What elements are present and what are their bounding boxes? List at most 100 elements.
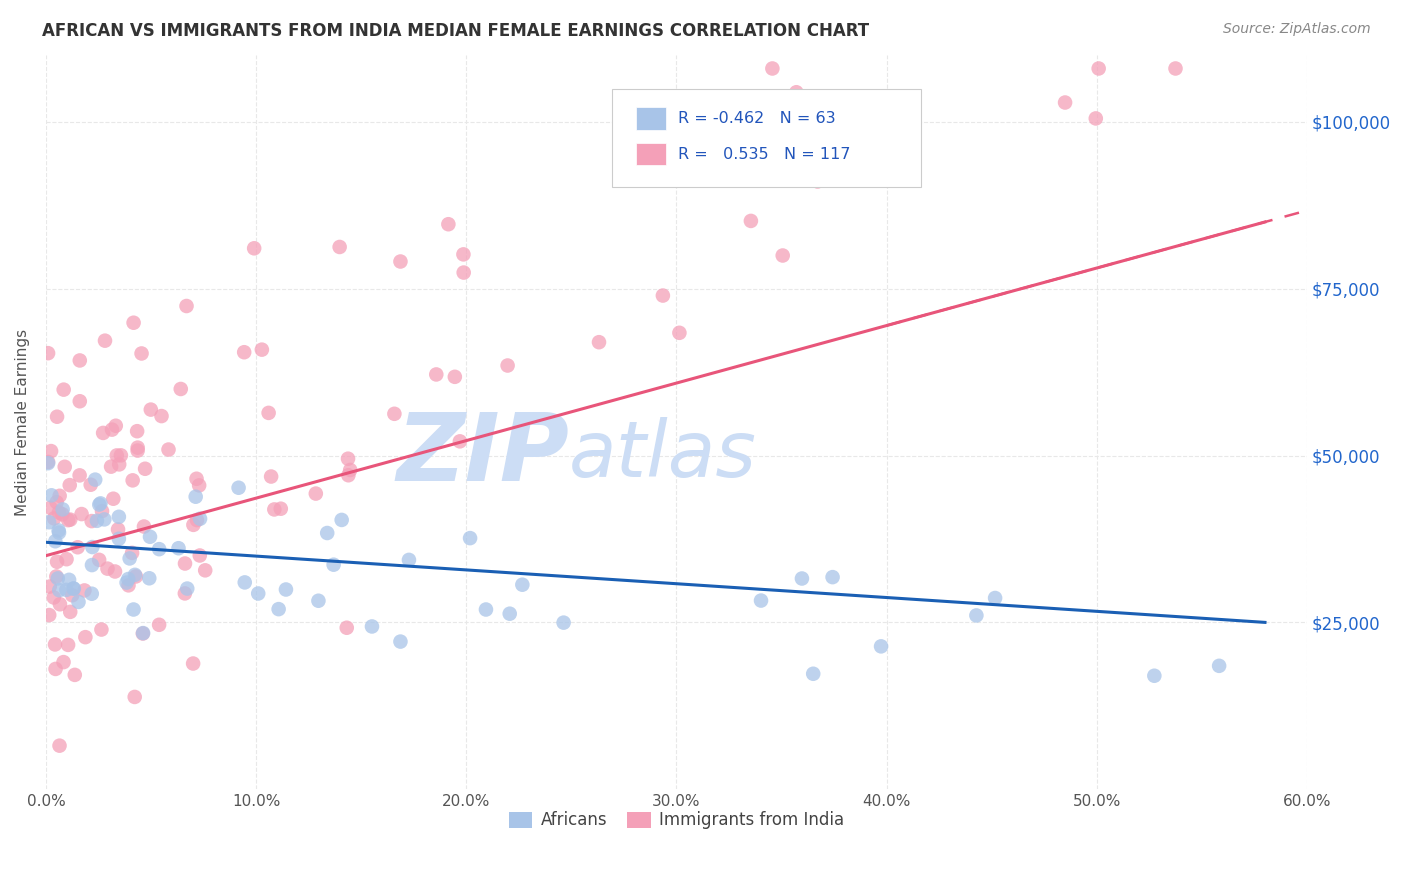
Point <box>499 607 522 621</box>
Point <box>790 572 813 586</box>
Point <box>984 591 1007 605</box>
Point <box>80 477 103 491</box>
Point <box>398 553 420 567</box>
Point <box>122 316 145 330</box>
Point <box>132 626 155 640</box>
Point <box>1164 62 1187 76</box>
Point <box>80 558 103 572</box>
Point <box>39 444 62 458</box>
Point <box>322 558 344 572</box>
Point <box>250 343 273 357</box>
Point <box>45 662 67 676</box>
Point <box>337 451 360 466</box>
Point <box>89 553 111 567</box>
Point <box>801 666 824 681</box>
Point <box>107 522 129 536</box>
Point <box>668 326 690 340</box>
Point <box>233 575 256 590</box>
Point <box>305 486 328 500</box>
Point <box>186 472 208 486</box>
Point <box>329 240 352 254</box>
Point <box>384 407 406 421</box>
Point <box>124 690 146 704</box>
Point <box>496 359 519 373</box>
Point <box>44 511 66 525</box>
Point <box>55 582 77 597</box>
Point <box>1143 669 1166 683</box>
Point <box>51 508 73 522</box>
Point <box>443 369 465 384</box>
Point <box>772 248 794 262</box>
Point <box>553 615 575 630</box>
Point <box>1208 658 1230 673</box>
Point <box>94 334 117 348</box>
Point <box>122 602 145 616</box>
Point <box>188 512 211 526</box>
Point <box>48 524 70 538</box>
Point <box>512 578 534 592</box>
Point <box>731 139 754 153</box>
Point <box>42 591 65 605</box>
Point <box>870 640 893 654</box>
Point <box>181 657 204 671</box>
Point <box>80 514 103 528</box>
Point <box>38 608 60 623</box>
Text: atlas: atlas <box>569 417 758 493</box>
Point <box>108 458 131 472</box>
Point <box>66 541 89 555</box>
Point <box>127 443 149 458</box>
Point <box>52 655 75 669</box>
Point <box>127 424 149 438</box>
Point <box>307 593 329 607</box>
Point <box>52 383 75 397</box>
Point <box>104 418 127 433</box>
Point <box>807 174 830 188</box>
Point <box>82 540 104 554</box>
Point <box>184 490 207 504</box>
Point <box>148 542 170 557</box>
Point <box>124 567 146 582</box>
Point <box>132 519 155 533</box>
Point <box>176 582 198 596</box>
Point <box>38 515 60 529</box>
Point <box>93 512 115 526</box>
Point <box>89 498 111 512</box>
Point <box>139 530 162 544</box>
Point <box>44 637 66 651</box>
Text: AFRICAN VS IMMIGRANTS FROM INDIA MEDIAN FEMALE EARNINGS CORRELATION CHART: AFRICAN VS IMMIGRANTS FROM INDIA MEDIAN … <box>42 22 869 40</box>
Point <box>118 551 141 566</box>
Point <box>48 525 70 540</box>
Point <box>117 578 139 592</box>
Point <box>458 531 481 545</box>
Point <box>70 507 93 521</box>
Point <box>389 634 412 648</box>
Point <box>263 502 285 516</box>
Point <box>73 583 96 598</box>
Point <box>39 500 62 515</box>
Point <box>267 602 290 616</box>
Point <box>127 441 149 455</box>
Point <box>45 569 67 583</box>
Point <box>46 409 69 424</box>
Point <box>46 555 69 569</box>
Point <box>105 449 128 463</box>
Point <box>37 456 59 470</box>
Point <box>437 217 460 231</box>
Point <box>749 593 772 607</box>
Point <box>115 575 138 590</box>
Point <box>228 481 250 495</box>
Point <box>183 517 205 532</box>
Point <box>38 580 60 594</box>
Point <box>337 468 360 483</box>
Point <box>475 602 498 616</box>
Point <box>821 570 844 584</box>
Point <box>1084 112 1107 126</box>
Point <box>37 346 59 360</box>
Point <box>84 473 107 487</box>
Point <box>41 488 63 502</box>
Point <box>274 582 297 597</box>
Point <box>59 513 82 527</box>
Point <box>1087 62 1109 76</box>
Point <box>139 402 162 417</box>
Point <box>188 478 211 492</box>
